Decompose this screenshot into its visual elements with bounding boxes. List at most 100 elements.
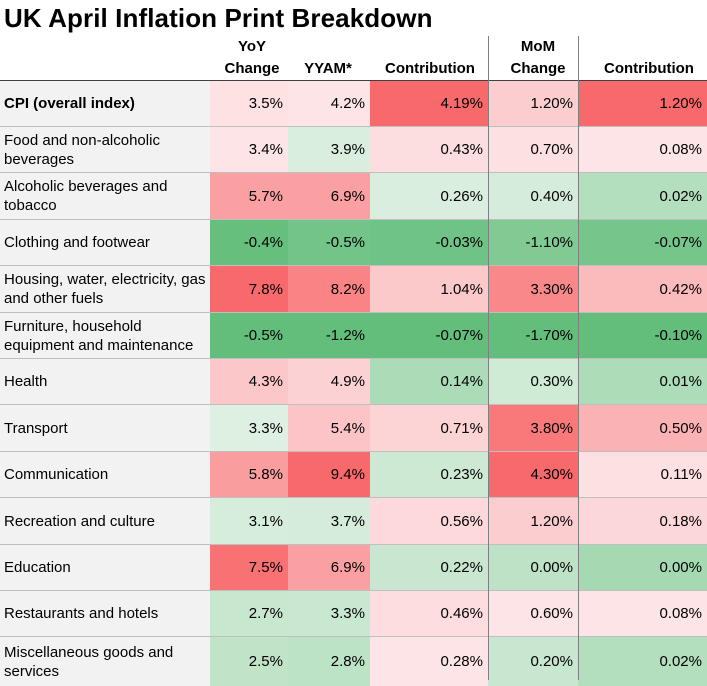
cell-contrib: -0.03% bbox=[370, 220, 488, 265]
cell-yyam: 3.7% bbox=[288, 498, 370, 544]
cell-yyam: 9.4% bbox=[288, 452, 370, 497]
cell-mom-contrib: 0.50% bbox=[578, 405, 707, 451]
cell-mom: -1.70% bbox=[488, 313, 578, 358]
cell-yoy: 3.4% bbox=[210, 127, 288, 172]
cell-yoy: 7.5% bbox=[210, 545, 288, 590]
cell-yoy: 3.1% bbox=[210, 498, 288, 544]
cell-yoy: 3.3% bbox=[210, 405, 288, 451]
cell-yyam: 2.8% bbox=[288, 637, 370, 686]
cell-mom-contrib: 0.02% bbox=[578, 637, 707, 686]
header-mom-change: MoM Change bbox=[494, 36, 582, 80]
row-label: Communication bbox=[0, 452, 210, 497]
cell-mom: 4.30% bbox=[488, 452, 578, 497]
header-mom-contribution-label: Contribution bbox=[604, 60, 694, 77]
cell-mom-contrib: -0.10% bbox=[578, 313, 707, 358]
header-yoy-line2: Change bbox=[224, 60, 280, 77]
row-label: Miscellaneous goods and services bbox=[0, 637, 210, 686]
table-row: Restaurants and hotels 2.7% 3.3% 0.46% 0.60%… bbox=[0, 590, 707, 636]
cell-mom-contrib: 1.20% bbox=[578, 81, 707, 126]
header-yyam: YYAM* bbox=[288, 58, 368, 80]
cell-mom: 0.60% bbox=[488, 591, 578, 636]
cell-mom: 1.20% bbox=[488, 498, 578, 544]
row-label: Health bbox=[0, 359, 210, 404]
table-row: Housing, water, electricity, gas and oth… bbox=[0, 265, 707, 312]
cell-yyam: 4.2% bbox=[288, 81, 370, 126]
row-label: Housing, water, electricity, gas and oth… bbox=[0, 266, 210, 312]
table-row: Communication 5.8% 9.4% 0.23% 4.30% 0.11% bbox=[0, 451, 707, 497]
table-row: Miscellaneous goods and services 2.5% 2.8%… bbox=[0, 636, 707, 686]
cell-contrib: 0.14% bbox=[370, 359, 488, 404]
header-yyam-label: YYAM* bbox=[304, 60, 352, 77]
cell-mom-contrib: 0.18% bbox=[578, 498, 707, 544]
header-mom-line1: MoM bbox=[520, 38, 556, 55]
cell-yyam: 3.9% bbox=[288, 127, 370, 172]
cell-mom-contrib: 0.11% bbox=[578, 452, 707, 497]
cell-yyam: 8.2% bbox=[288, 266, 370, 312]
cell-contrib: 0.28% bbox=[370, 637, 488, 686]
cell-contrib: 0.71% bbox=[370, 405, 488, 451]
chart-title: UK April Inflation Print Breakdown bbox=[4, 3, 433, 33]
cell-yoy: 7.8% bbox=[210, 266, 288, 312]
cell-yyam: 3.3% bbox=[288, 591, 370, 636]
table-row: Health 4.3% 4.9% 0.14% 0.30% 0.01% bbox=[0, 358, 707, 404]
cell-contrib: 0.26% bbox=[370, 173, 488, 219]
cell-mom: 0.00% bbox=[488, 545, 578, 590]
cell-mom: 3.80% bbox=[488, 405, 578, 451]
header-yoy-change: YoY Change bbox=[212, 36, 292, 80]
cell-contrib: 0.43% bbox=[370, 127, 488, 172]
row-label: Recreation and culture bbox=[0, 498, 210, 544]
table-row: Education 7.5% 6.9% 0.22% 0.00% 0.00% bbox=[0, 544, 707, 590]
table-row: Furniture, household equipment and maint… bbox=[0, 312, 707, 358]
cell-mom: -1.10% bbox=[488, 220, 578, 265]
cell-mom: 3.30% bbox=[488, 266, 578, 312]
cell-mom-contrib: 0.01% bbox=[578, 359, 707, 404]
row-label: Transport bbox=[0, 405, 210, 451]
header-contribution-label: Contribution bbox=[385, 60, 475, 77]
cell-contrib: 4.19% bbox=[370, 81, 488, 126]
cell-mom-contrib: -0.07% bbox=[578, 220, 707, 265]
table-row: CPI (overall index) 3.5% 4.2% 4.19% 1.20% 1.2… bbox=[0, 80, 707, 126]
cell-yyam: 6.9% bbox=[288, 173, 370, 219]
cell-yoy: 2.7% bbox=[210, 591, 288, 636]
cell-yoy: -0.4% bbox=[210, 220, 288, 265]
column-divider-left bbox=[488, 36, 489, 680]
cell-yoy: 4.3% bbox=[210, 359, 288, 404]
cell-mom-contrib: 0.02% bbox=[578, 173, 707, 219]
cell-yyam: 5.4% bbox=[288, 405, 370, 451]
cell-yyam: 4.9% bbox=[288, 359, 370, 404]
row-label: Education bbox=[0, 545, 210, 590]
table-row: Transport 3.3% 5.4% 0.71% 3.80% 0.50% bbox=[0, 404, 707, 451]
row-label: Clothing and footwear bbox=[0, 220, 210, 265]
cell-mom: 0.40% bbox=[488, 173, 578, 219]
header-mom-line2: Change bbox=[510, 60, 566, 77]
cell-contrib: 0.23% bbox=[370, 452, 488, 497]
row-label: CPI (overall index) bbox=[0, 81, 210, 126]
row-label: Restaurants and hotels bbox=[0, 591, 210, 636]
cell-contrib: 1.04% bbox=[370, 266, 488, 312]
cell-mom: 0.20% bbox=[488, 637, 578, 686]
cell-yoy: 5.8% bbox=[210, 452, 288, 497]
cell-yoy: 5.7% bbox=[210, 173, 288, 219]
cell-contrib: 0.56% bbox=[370, 498, 488, 544]
cell-yyam: -0.5% bbox=[288, 220, 370, 265]
cell-contrib: 0.46% bbox=[370, 591, 488, 636]
table-row: Food and non-alcoholic beverages 3.4% 3.9%… bbox=[0, 126, 707, 172]
row-label: Food and non-alcoholic beverages bbox=[0, 127, 210, 172]
column-divider-right bbox=[578, 36, 579, 680]
header-yoy-line1: YoY bbox=[237, 38, 267, 55]
cell-yoy: 3.5% bbox=[210, 81, 288, 126]
table-row: Clothing and footwear -0.4% -0.5% -0.03% -1.… bbox=[0, 219, 707, 265]
cell-yyam: -1.2% bbox=[288, 313, 370, 358]
table-row: Alcoholic beverages and tobacco 5.7% 6.9% 0… bbox=[0, 172, 707, 219]
row-label: Alcoholic beverages and tobacco bbox=[0, 173, 210, 219]
table-row: Recreation and culture 3.1% 3.7% 0.56% 1.20%… bbox=[0, 497, 707, 544]
header-mom-contribution: Contribution bbox=[590, 58, 707, 80]
header-contribution: Contribution bbox=[370, 58, 490, 80]
cell-mom: 0.70% bbox=[488, 127, 578, 172]
cell-mom-contrib: 0.00% bbox=[578, 545, 707, 590]
cell-mom-contrib: 0.08% bbox=[578, 127, 707, 172]
cell-mom-contrib: 0.08% bbox=[578, 591, 707, 636]
cell-contrib: -0.07% bbox=[370, 313, 488, 358]
